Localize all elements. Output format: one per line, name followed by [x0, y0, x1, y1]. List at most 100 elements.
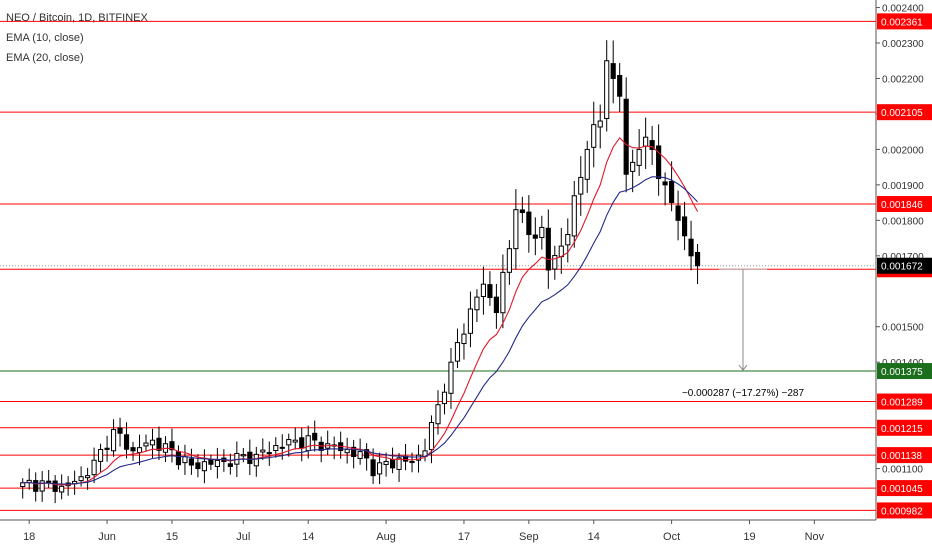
- candle: [123, 422, 130, 459]
- candle: [565, 218, 571, 263]
- candle-body-down: [104, 447, 110, 450]
- ema-20-line: [22, 176, 698, 485]
- candle-body-down: [682, 216, 688, 237]
- candle: [539, 215, 545, 250]
- candle-body-up: [357, 451, 363, 459]
- candle-body-down: [675, 205, 681, 221]
- candle: [65, 476, 71, 496]
- level-label-text: 0.001846: [881, 200, 923, 211]
- candle-body-up: [279, 446, 285, 449]
- candle-body-down: [227, 463, 233, 467]
- candle-body-down: [662, 181, 668, 186]
- candle: [182, 444, 188, 475]
- candle: [617, 63, 623, 112]
- candle: [299, 427, 305, 462]
- time-tick-label: Sep: [519, 531, 539, 543]
- time-tick-label: 14: [588, 531, 600, 543]
- candle-body-down: [175, 451, 182, 466]
- candle-body-up: [409, 460, 415, 464]
- candle-body-down: [526, 211, 532, 236]
- chart-legend: NEO / Bitcoin, 1D, BITFINEX EMA (10, clo…: [6, 8, 148, 68]
- candle: [623, 77, 629, 193]
- candle: [227, 453, 233, 475]
- candle: [208, 454, 214, 470]
- candle: [604, 40, 610, 132]
- candle: [428, 415, 435, 464]
- price-tick-label: 0.001100: [882, 465, 923, 476]
- candle: [597, 104, 603, 149]
- candle: [545, 209, 551, 289]
- candle: [72, 470, 78, 495]
- candle: [85, 467, 91, 490]
- time-tick-label: Jun: [98, 531, 116, 543]
- candle-body-up: [597, 120, 603, 128]
- time-tick-label: 19: [743, 531, 755, 543]
- candle-body-up: [513, 209, 519, 250]
- time-tick-label: Jul: [236, 531, 250, 543]
- candle: [506, 240, 512, 285]
- ema-10-label[interactable]: EMA (10, close): [6, 32, 84, 44]
- time-tick-label: Aug: [376, 531, 396, 543]
- candle-body-up: [59, 485, 65, 493]
- price-tick-label: 0.002000: [882, 145, 924, 156]
- candle-body-up: [253, 453, 259, 467]
- level-label-text: 0.001138: [881, 451, 922, 462]
- candle: [247, 439, 253, 476]
- measure-tool-layer: −0.000287 (−17.27%) −287: [682, 268, 804, 399]
- level-label-text: 0.000982: [881, 506, 923, 517]
- candle-body-up: [344, 448, 350, 454]
- time-tick-label: Oct: [663, 531, 680, 543]
- candle: [558, 227, 564, 274]
- candle-body-down: [487, 284, 493, 299]
- candle: [513, 189, 519, 270]
- ema-20-label[interactable]: EMA (20, close): [6, 52, 84, 64]
- time-tick-label: 14: [302, 531, 314, 543]
- candle: [26, 468, 32, 490]
- candle-body-down: [117, 427, 123, 434]
- candle-body-down: [532, 234, 538, 239]
- candle-body-down: [299, 437, 305, 449]
- candle-body-up: [143, 442, 149, 447]
- candle-body-up: [234, 452, 240, 465]
- candle: [377, 452, 383, 485]
- last-price-label: 0.001672: [877, 257, 932, 274]
- candle: [487, 271, 493, 306]
- candle-body-up: [182, 456, 188, 464]
- candle-body-up: [461, 333, 467, 345]
- candle: [656, 124, 662, 196]
- level-label-bg: [877, 104, 932, 121]
- candle: [467, 291, 474, 348]
- candle: [591, 101, 597, 168]
- candle: [370, 448, 376, 484]
- level-label-bg: [877, 480, 932, 497]
- candle-body-down: [266, 452, 272, 455]
- level-label-bg: [877, 447, 932, 464]
- candle: [59, 474, 65, 500]
- candle: [493, 283, 499, 329]
- candle: [104, 435, 110, 462]
- candle: [630, 149, 636, 193]
- price-tick-label: 0.002400: [882, 4, 924, 15]
- candle: [325, 430, 331, 456]
- candle: [286, 433, 292, 457]
- level-label-text: 0.001375: [881, 367, 923, 378]
- candle-body-down: [545, 227, 551, 271]
- price-tick-label: 0.001500: [882, 323, 924, 334]
- level-label-text: 0.001289: [881, 398, 923, 409]
- level-label-bg: [877, 13, 932, 30]
- candle: [500, 254, 506, 329]
- level-label-bg: [877, 502, 932, 519]
- level-label-bg: [877, 393, 932, 410]
- candle: [571, 180, 577, 248]
- candle: [130, 441, 136, 461]
- last-price-label-bg: [877, 257, 932, 274]
- candle: [98, 443, 104, 472]
- candle-body-up: [571, 195, 577, 237]
- level-price-label: 0.001289: [877, 393, 932, 410]
- candle-body-up: [428, 422, 435, 451]
- symbol-title[interactable]: NEO / Bitcoin, 1D, BITFINEX: [6, 12, 148, 24]
- candle: [643, 117, 649, 170]
- level-price-label: 0.001138: [877, 447, 932, 464]
